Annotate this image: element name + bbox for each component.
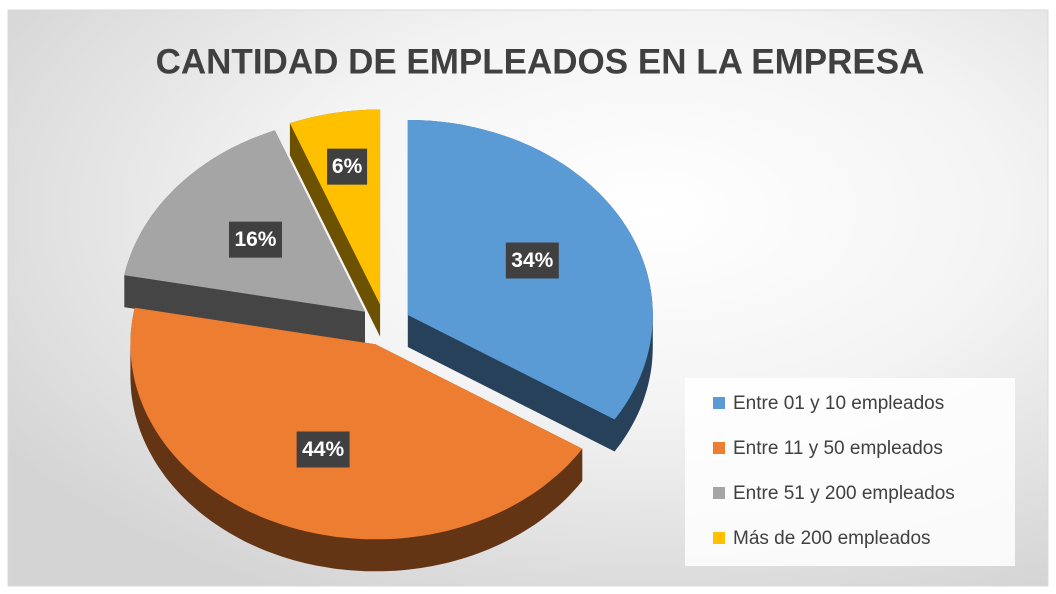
legend-box (685, 378, 1015, 566)
legend-swatch (713, 442, 725, 454)
data-label-box (296, 431, 350, 468)
slice (124, 130, 365, 312)
data-label: 6% (332, 155, 363, 178)
data-label-box (327, 148, 368, 185)
data-label: 16% (234, 228, 276, 251)
legend-label: Entre 11 y 50 empleados (733, 438, 943, 459)
slice (130, 307, 583, 540)
legend-label: Entre 01 y 10 empleados (733, 393, 944, 414)
data-label-box (228, 221, 282, 258)
legend-label: Más de 200 empleados (733, 528, 931, 549)
legend-label: Entre 51 y 200 empleados (733, 483, 955, 504)
legend-swatch (713, 397, 725, 409)
data-label: 34% (511, 249, 553, 272)
legend-swatch (713, 487, 725, 499)
chart-title: CANTIDAD DE EMPLEADOS EN LA EMPRESA (156, 42, 925, 81)
legend-swatch (713, 532, 725, 544)
data-label-box (505, 242, 559, 279)
data-label: 44% (302, 438, 344, 461)
